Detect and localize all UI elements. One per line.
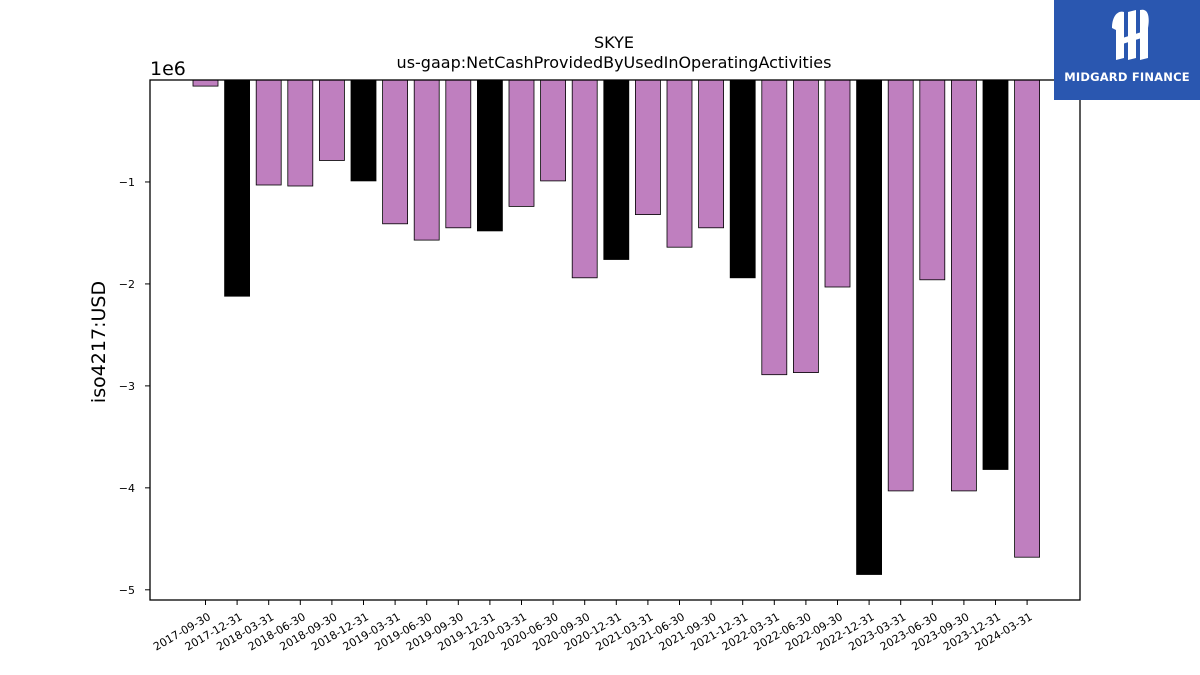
y-axis-offset-label: 1e6: [150, 58, 186, 80]
bar-2023-09-30: [951, 79, 977, 492]
bar-2018-03-31: [255, 79, 282, 186]
bar-2018-09-30: [318, 79, 345, 161]
bar-2023-12-31: [982, 79, 1009, 470]
bar-2021-06-30: [666, 79, 693, 248]
bar-2022-12-31: [856, 79, 882, 575]
midgard-finance-logo: MIDGARD FINANCE: [1054, 0, 1200, 100]
bar-2022-06-30: [793, 79, 819, 374]
plot-frame: [149, 79, 1081, 601]
bar-2022-03-31: [761, 79, 788, 376]
chart-title: SKYE: [594, 33, 634, 52]
bar-2020-09-30: [571, 79, 598, 279]
bar-2019-12-31: [476, 79, 503, 232]
y-tick-label: −5: [119, 584, 135, 597]
bars-group: [192, 79, 1040, 575]
bar-2022-09-30: [824, 79, 851, 288]
bar-2019-06-30: [413, 79, 440, 241]
bar-2023-03-31: [887, 79, 914, 492]
bar-2018-12-31: [350, 79, 377, 182]
bar-2019-03-31: [382, 79, 409, 225]
y-tick-label: −1: [119, 176, 135, 189]
bar-2017-09-30: [192, 79, 219, 87]
bar-2017-12-31: [224, 79, 251, 297]
bar-2024-03-31: [1014, 79, 1040, 558]
bar-2023-06-30: [919, 79, 946, 281]
bar-2020-06-30: [540, 79, 566, 182]
bar-2019-09-30: [445, 79, 472, 229]
y-axis-label: iso4217:USD: [88, 281, 110, 403]
bar-2021-09-30: [698, 79, 724, 229]
y-ticks-group: −1 −2 −3 −4 −5: [119, 176, 150, 597]
bar-2021-03-31: [635, 79, 661, 216]
x-ticks-group: 2017-09-302017-12-312018-03-312018-06-30…: [151, 600, 1035, 653]
bar-2020-03-31: [508, 79, 535, 207]
logo-text: MIDGARD FINANCE: [1064, 70, 1190, 84]
bar-2020-12-31: [603, 79, 630, 260]
y-tick-label: −3: [119, 380, 135, 393]
y-tick-label: −4: [119, 482, 135, 495]
y-tick-label: −2: [119, 278, 135, 291]
bar-2021-12-31: [729, 79, 756, 279]
bar-2018-06-30: [287, 79, 314, 187]
midgard-logo-icon: [1112, 9, 1149, 61]
chart-subtitle: us-gaap:NetCashProvidedByUsedInOperating…: [397, 53, 832, 72]
